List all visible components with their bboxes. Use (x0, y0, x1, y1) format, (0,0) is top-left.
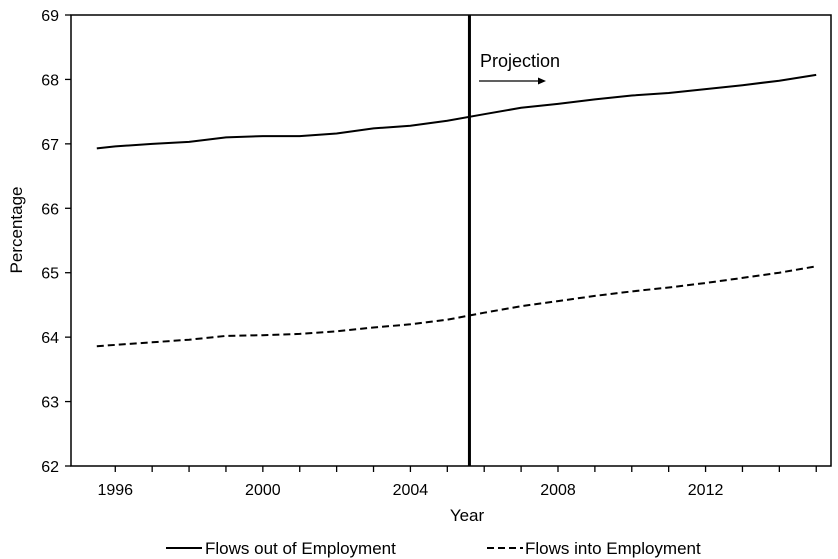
y-tick-label: 68 (41, 72, 59, 89)
x-tick-label: 1996 (97, 482, 133, 499)
x-tick-label: 2000 (245, 482, 281, 499)
legend-label-flows-out: Flows out of Employment (205, 539, 396, 558)
y-tick-label: 67 (41, 137, 59, 154)
plot-border (70, 14, 832, 467)
y-tick-label: 62 (41, 459, 59, 476)
series-line-0 (96, 73, 817, 150)
x-axis-title: Year (450, 506, 485, 525)
legend: Flows out of Employment Flows into Emplo… (166, 539, 701, 558)
y-tick-label: 66 (41, 201, 59, 218)
plot-area (70, 14, 832, 467)
projection-arrow-icon (479, 77, 546, 85)
y-tick-label: 65 (41, 266, 59, 283)
projection-annotation: Projection (480, 51, 560, 71)
series-layer (96, 73, 817, 348)
x-axis: 1996 2000 2004 2008 2012 (97, 466, 817, 499)
x-tick-label: 2004 (393, 482, 429, 499)
legend-label-flows-into: Flows into Employment (525, 539, 701, 558)
y-axis: 62 63 64 65 66 67 68 69 (41, 8, 71, 476)
x-tick-label: 2008 (540, 482, 576, 499)
y-tick-label: 63 (41, 395, 59, 412)
y-tick-label: 69 (41, 8, 59, 25)
y-axis-title: Percentage (7, 187, 26, 274)
x-tick-label: 2012 (688, 482, 724, 499)
series-line-1 (96, 265, 817, 348)
y-tick-label: 64 (41, 330, 59, 347)
